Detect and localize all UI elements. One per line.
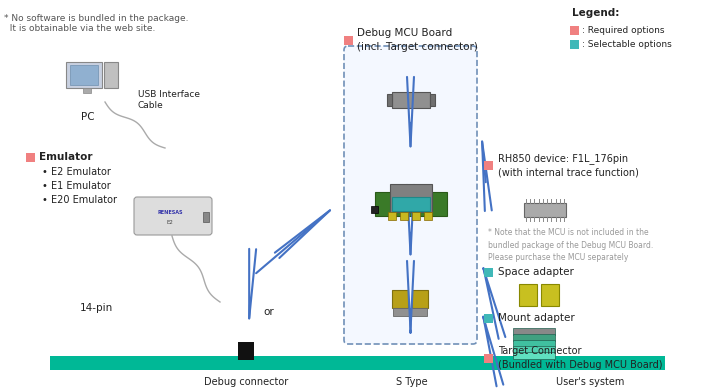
Bar: [66, 62, 102, 88]
Text: Mount adapter: Mount adapter: [498, 313, 574, 323]
Bar: [483, 354, 493, 363]
Text: User's system: User's system: [556, 377, 624, 387]
Text: * No software is bundled in the package.
  It is obtainable via the web site.: * No software is bundled in the package.…: [4, 14, 189, 33]
Text: * Note that the MCU is not included in the
bundled package of the Debug MCU Boar: * Note that the MCU is not included in t…: [488, 228, 653, 262]
Bar: [238, 342, 254, 360]
Text: E2: E2: [167, 220, 174, 225]
Bar: [483, 267, 493, 276]
Bar: [483, 314, 493, 323]
Text: : Selectable options: : Selectable options: [582, 40, 672, 49]
Bar: [411, 290, 427, 308]
Bar: [391, 290, 408, 308]
Bar: [513, 334, 555, 341]
Bar: [411, 212, 419, 220]
Text: • E20 Emulator: • E20 Emulator: [42, 195, 117, 205]
Bar: [83, 88, 91, 93]
Bar: [483, 160, 493, 169]
Text: Emulator: Emulator: [39, 152, 93, 162]
Bar: [386, 94, 391, 106]
Text: Target Connector
(Bundled with Debug MCU Board): Target Connector (Bundled with Debug MCU…: [498, 347, 663, 370]
Bar: [70, 65, 98, 85]
Bar: [375, 192, 447, 216]
Text: • E2 Emulator: • E2 Emulator: [42, 167, 111, 177]
Bar: [203, 212, 209, 222]
Text: : Required options: : Required options: [582, 25, 664, 34]
Bar: [569, 40, 579, 49]
Bar: [541, 284, 559, 306]
Text: • E1 Emulator: • E1 Emulator: [42, 181, 111, 191]
Text: 14-pin: 14-pin: [80, 303, 113, 313]
Bar: [391, 197, 429, 211]
Text: RH850 device: F1L_176pin
(with internal trace function): RH850 device: F1L_176pin (with internal …: [498, 153, 639, 177]
Bar: [104, 62, 118, 88]
Text: Space adapter: Space adapter: [498, 267, 574, 277]
Bar: [513, 352, 555, 359]
Text: S Type: S Type: [396, 377, 428, 387]
Text: Legend:: Legend:: [572, 8, 620, 18]
Bar: [393, 308, 426, 316]
Text: or: or: [263, 307, 274, 317]
Bar: [429, 94, 434, 106]
Bar: [569, 25, 579, 34]
FancyBboxPatch shape: [134, 197, 212, 235]
Text: Debug connector: Debug connector: [204, 377, 288, 387]
Bar: [50, 356, 665, 370]
Bar: [519, 284, 537, 306]
Bar: [26, 152, 34, 162]
Bar: [370, 206, 378, 213]
Bar: [388, 212, 396, 220]
Bar: [389, 184, 432, 212]
Bar: [513, 340, 555, 347]
Bar: [513, 346, 555, 353]
FancyBboxPatch shape: [344, 46, 477, 344]
Bar: [391, 92, 429, 108]
Bar: [513, 328, 555, 335]
Bar: [399, 212, 408, 220]
Text: USB Interface
Cable: USB Interface Cable: [138, 90, 200, 110]
Bar: [424, 212, 432, 220]
Text: PC: PC: [81, 112, 95, 122]
Text: RENESAS: RENESAS: [157, 209, 183, 214]
Text: Debug MCU Board
(incl. Target connector): Debug MCU Board (incl. Target connector): [357, 28, 478, 52]
Bar: [343, 36, 353, 45]
Bar: [524, 203, 566, 217]
